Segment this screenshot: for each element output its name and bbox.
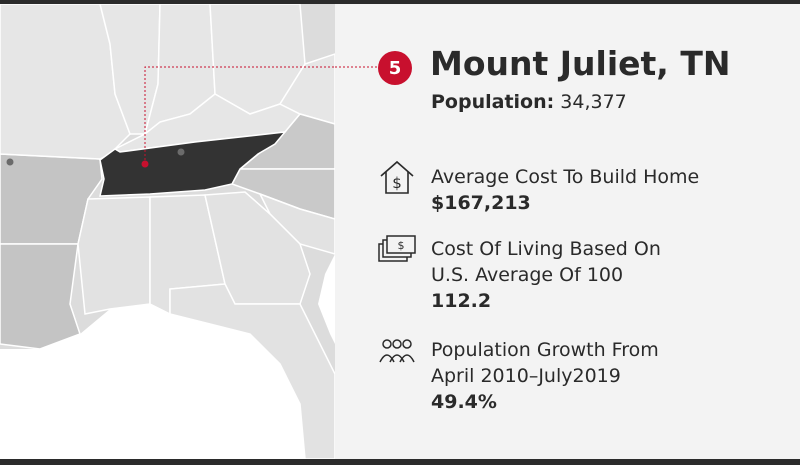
stat-label: Average Cost To Build Home	[431, 166, 700, 188]
southeast-us-map	[0, 4, 335, 459]
city-marker-grey	[177, 148, 185, 156]
stat-value: 49.4%	[431, 391, 497, 413]
gulf-of-mexico	[0, 304, 305, 459]
stat-label-line-2: April 2010–July2019	[431, 365, 621, 387]
people-group-icon	[379, 339, 415, 363]
atlantic-ocean	[318, 254, 335, 344]
state-west-virginia	[278, 53, 335, 125]
city-marker-arkansas	[6, 158, 14, 166]
stat-value: 112.2	[431, 290, 492, 312]
stat-label-line-1: Cost Of Living Based On	[431, 238, 661, 260]
rank-badge: 5	[378, 51, 412, 85]
stat-label-line-2: U.S. Average Of 100	[431, 264, 624, 286]
stat-cost-to-build: Average Cost To Build Home $167,213	[431, 164, 699, 216]
stat-population-growth: Population Growth From April 2010–July20…	[431, 337, 659, 415]
state-louisiana	[0, 243, 81, 350]
population-value: 34,377	[560, 91, 627, 113]
svg-text:$: $	[398, 239, 405, 252]
house-dollar-icon: $	[380, 160, 414, 194]
stat-value: $167,213	[431, 192, 531, 214]
stat-cost-of-living: Cost Of Living Based On U.S. Average Of …	[431, 236, 661, 314]
leader-line-extension	[335, 66, 379, 68]
state-tennessee-highlighted	[99, 131, 287, 197]
info-panel: 5 Mount Juliet, TN Population: 34,377 $ …	[335, 4, 800, 459]
infographic-card: 5 Mount Juliet, TN Population: 34,377 $ …	[0, 4, 800, 459]
city-title: Mount Juliet, TN	[430, 44, 731, 83]
state-mississippi	[77, 196, 151, 315]
population-label: Population:	[431, 91, 555, 113]
leader-line	[144, 66, 335, 164]
population-line: Population: 34,377	[431, 91, 627, 113]
mount-juliet-marker	[141, 160, 149, 168]
money-stack-icon: $	[378, 235, 416, 262]
svg-text:$: $	[392, 174, 402, 192]
stat-label-line-1: Population Growth From	[431, 339, 659, 361]
